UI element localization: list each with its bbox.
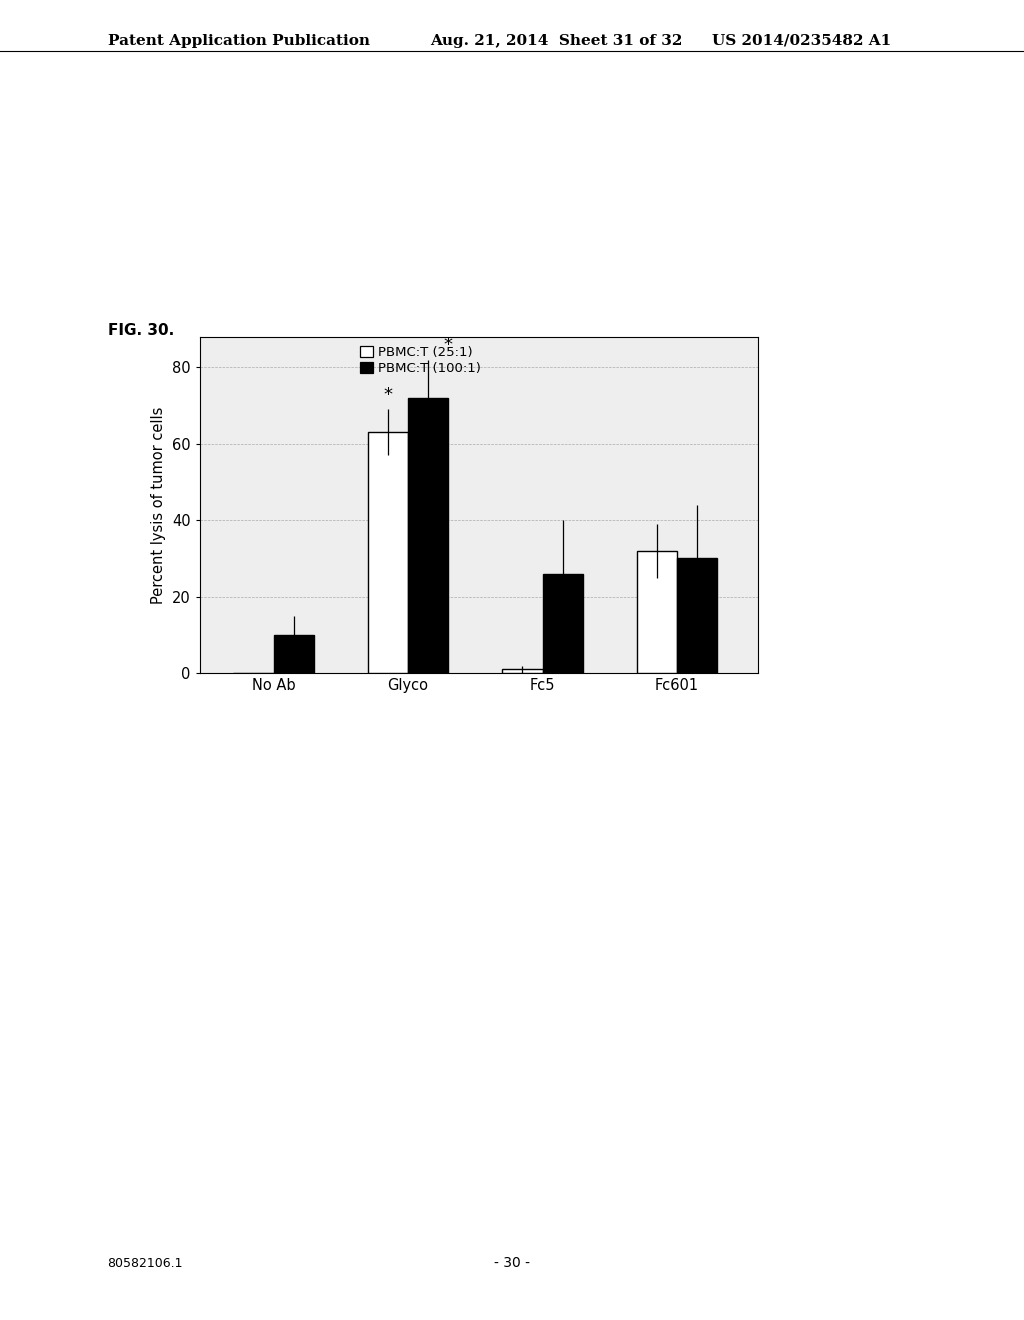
Text: Aug. 21, 2014  Sheet 31 of 32: Aug. 21, 2014 Sheet 31 of 32 <box>430 33 682 48</box>
Bar <box>409 397 449 673</box>
Text: 80582106.1: 80582106.1 <box>108 1257 183 1270</box>
Legend: PBMC:T (25:1), PBMC:T (100:1): PBMC:T (25:1), PBMC:T (100:1) <box>357 343 483 378</box>
Bar <box>368 432 409 673</box>
Bar <box>637 550 677 673</box>
Text: US 2014/0235482 A1: US 2014/0235482 A1 <box>712 33 891 48</box>
Text: - 30 -: - 30 - <box>494 1255 530 1270</box>
Text: FIG. 30.: FIG. 30. <box>108 323 174 338</box>
Bar <box>677 558 718 673</box>
Y-axis label: Percent lysis of tumor cells: Percent lysis of tumor cells <box>152 407 166 603</box>
Bar <box>543 574 583 673</box>
Text: *: * <box>444 335 453 354</box>
Bar <box>273 635 314 673</box>
Text: Patent Application Publication: Patent Application Publication <box>108 33 370 48</box>
Bar <box>502 669 543 673</box>
Text: *: * <box>383 385 392 404</box>
